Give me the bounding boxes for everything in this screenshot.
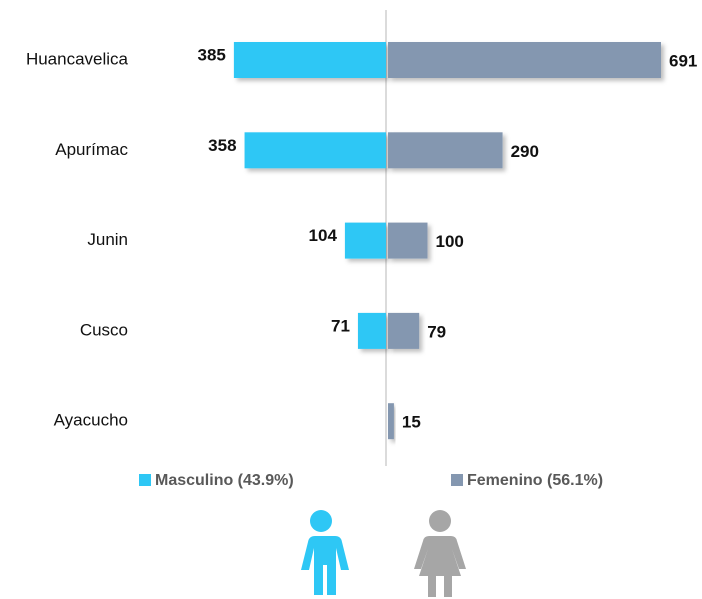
value-label: 104 <box>309 226 338 245</box>
category-label: Junin <box>87 230 128 249</box>
bar <box>357 312 386 349</box>
bar <box>344 222 386 259</box>
category-label: Apurímac <box>55 140 128 159</box>
value-label: 71 <box>331 316 350 335</box>
value-label: 290 <box>511 142 539 161</box>
category-label: Cusco <box>80 320 128 339</box>
value-label: 100 <box>436 232 464 251</box>
legend-swatch <box>139 474 151 486</box>
bar <box>388 403 394 440</box>
bar <box>388 132 503 169</box>
bar <box>388 312 420 349</box>
category-label: Ayacucho <box>54 411 128 430</box>
value-label: 358 <box>208 136 236 155</box>
bar <box>388 42 661 78</box>
category-label: Huancavelica <box>26 49 129 68</box>
legend-swatch <box>451 474 463 486</box>
value-label: 79 <box>427 322 446 341</box>
bar <box>244 132 386 169</box>
value-label: 691 <box>669 51 697 70</box>
male-icon <box>301 510 349 595</box>
value-label: 385 <box>198 45 226 64</box>
legend-label: Femenino (56.1%) <box>467 472 603 489</box>
bar <box>388 222 428 259</box>
female-icon <box>414 510 466 597</box>
legend-label: Masculino (43.9%) <box>155 472 294 489</box>
value-label: 15 <box>402 413 421 432</box>
bar <box>233 42 386 78</box>
